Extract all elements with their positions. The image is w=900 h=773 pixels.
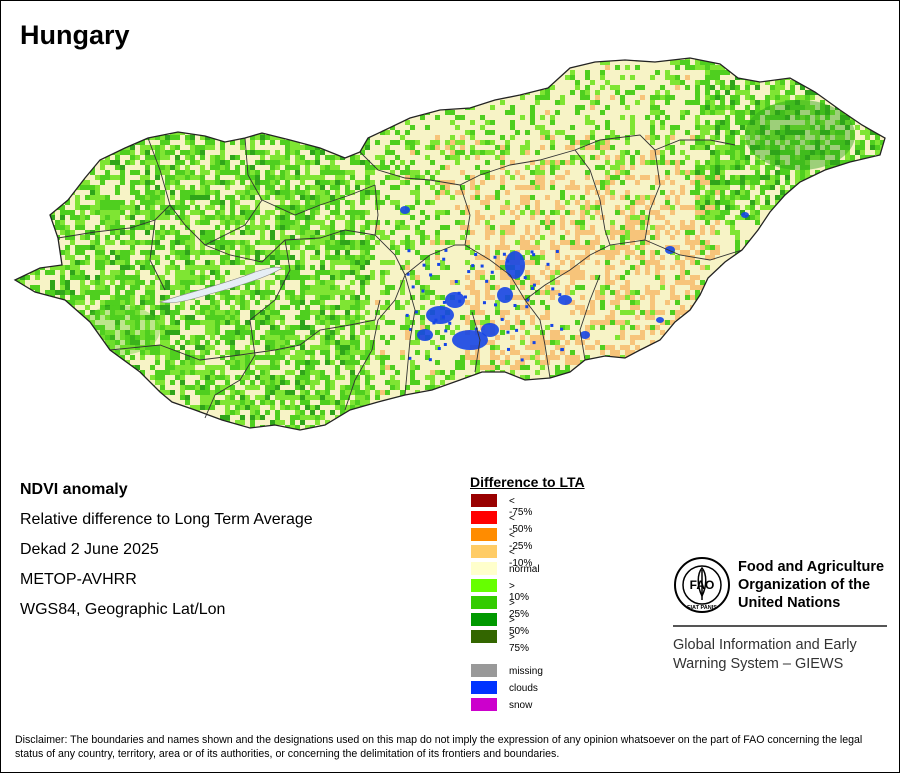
legend-swatch bbox=[471, 494, 497, 507]
legend-title: Difference to LTA bbox=[470, 474, 585, 490]
legend-label: > 75% bbox=[509, 632, 530, 654]
fao-name-line: Food and Agriculture bbox=[738, 559, 885, 575]
sensor-label: METOP-AVHRR bbox=[20, 571, 137, 588]
period-label: Dekad 2 June 2025 bbox=[20, 541, 159, 558]
map-info-block: NDVI anomaly Relative difference to Long… bbox=[20, 480, 313, 630]
legend-swatch bbox=[471, 511, 497, 524]
legend-label: missing bbox=[509, 666, 543, 677]
map-title: Hungary bbox=[20, 20, 130, 50]
fao-name-line: United Nations bbox=[738, 595, 841, 611]
legend-swatch bbox=[471, 630, 497, 643]
product-description: Relative difference to Long Term Average bbox=[20, 511, 313, 528]
giews-name: Global Information and Early Warning Sys… bbox=[673, 636, 857, 674]
legend-swatch bbox=[471, 545, 497, 558]
legend-swatch bbox=[471, 528, 497, 541]
legend-label: > 25% bbox=[509, 598, 530, 620]
legend-label: snow bbox=[509, 700, 533, 711]
fao-logo-icon: FAO FIAT PANIS bbox=[674, 557, 730, 613]
divider bbox=[673, 625, 887, 627]
disclaimer-text: Disclaimer: The boundaries and names sho… bbox=[15, 734, 863, 760]
legend-swatch bbox=[471, 562, 497, 575]
legend-swatch bbox=[471, 579, 497, 592]
product-name: NDVI anomaly bbox=[20, 481, 128, 498]
legend-swatch bbox=[471, 664, 497, 677]
country-raster bbox=[15, 58, 885, 430]
fao-name-line: Organization of the bbox=[738, 577, 871, 593]
fao-organization-name: Food and Agriculture Organization of the… bbox=[738, 558, 884, 612]
giews-line: Warning System – GIEWS bbox=[673, 656, 844, 672]
giews-line: Global Information and Early bbox=[673, 637, 857, 653]
county-boundaries bbox=[57, 134, 743, 419]
legend-label: < -10% bbox=[509, 547, 533, 569]
legend-label: < -25% bbox=[509, 530, 533, 552]
legend-swatch bbox=[471, 698, 497, 711]
legend-label: clouds bbox=[509, 683, 538, 694]
legend-swatch bbox=[471, 596, 497, 609]
legend-label: > 10% bbox=[509, 581, 530, 603]
ndvi-map bbox=[14, 57, 886, 431]
legend-label: > 50% bbox=[509, 615, 530, 637]
legend-label: < -50% bbox=[509, 513, 533, 535]
legend-label: < -75% bbox=[509, 496, 533, 518]
legend-label: normal bbox=[509, 564, 540, 575]
projection-label: WGS84, Geographic Lat/Lon bbox=[20, 601, 226, 618]
legend-swatch bbox=[471, 681, 497, 694]
legend-swatch bbox=[471, 613, 497, 626]
